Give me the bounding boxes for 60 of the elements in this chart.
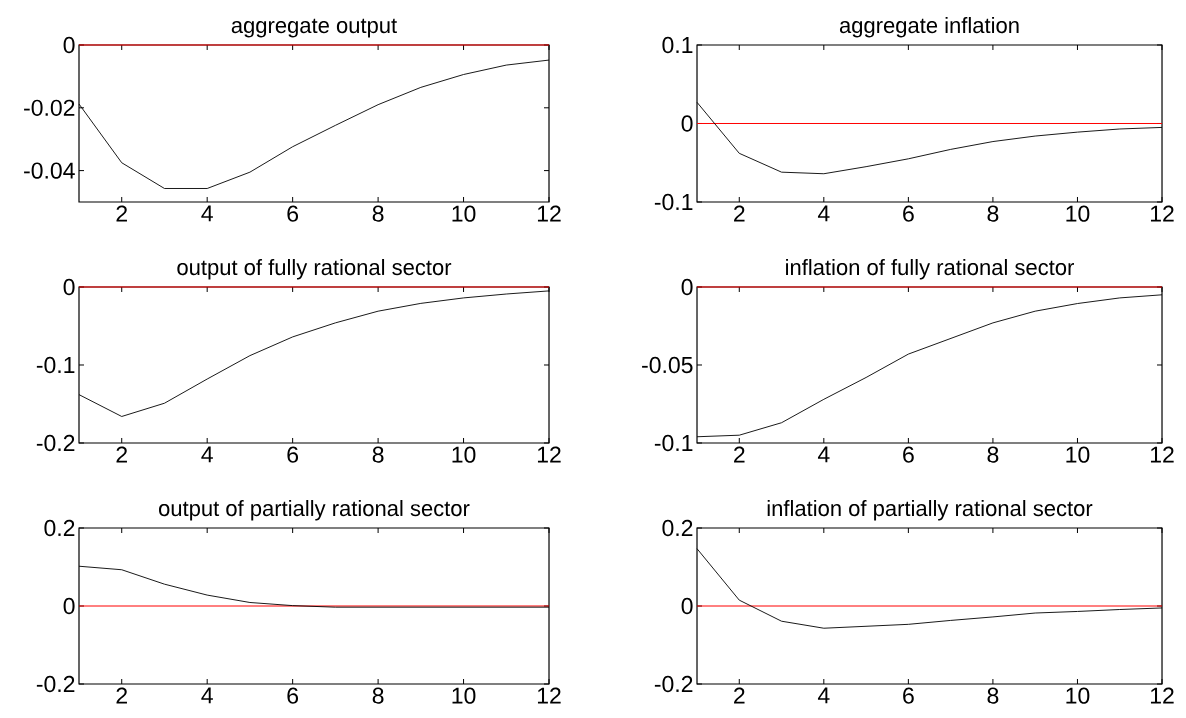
x-tick-label: 4 (817, 446, 830, 463)
y-tick-label: 0 (63, 36, 75, 54)
y-tick-label: 0 (63, 278, 75, 296)
x-tick-label: 4 (201, 205, 213, 222)
x-tick-label: 8 (372, 205, 384, 222)
x-tick-label: 2 (116, 687, 127, 704)
y-tick-label: -0.2 (654, 675, 693, 693)
y-tick-label: 0 (681, 115, 693, 132)
x-tick-label: 2 (116, 446, 127, 463)
chart-title: inflation of fully rational sector (786, 259, 1075, 280)
x-tick-label: 12 (1150, 446, 1174, 463)
x-tick-label: 8 (987, 687, 999, 704)
y-tick-label: 0.2 (662, 519, 693, 537)
chart-title: aggregate output (231, 18, 397, 38)
x-tick-label: 10 (452, 205, 476, 222)
y-tick-label: -0.2 (36, 675, 75, 693)
x-tick-label: 10 (452, 687, 476, 704)
x-tick-label: 12 (1150, 205, 1174, 222)
x-tick-label: 8 (987, 446, 999, 463)
x-tick-label: 12 (537, 446, 561, 463)
x-tick-label: 4 (817, 205, 830, 222)
y-tick-label: -0.1 (654, 193, 693, 211)
x-tick-label: 10 (1066, 687, 1090, 704)
y-tick-label: 0 (63, 597, 75, 615)
x-tick-label: 6 (903, 205, 914, 222)
y-tick-label: -0.02 (24, 99, 75, 116)
y-tick-label: -0.04 (24, 162, 75, 179)
x-tick-label: 6 (287, 687, 299, 704)
x-tick-label: 6 (903, 446, 914, 463)
x-tick-label: 6 (903, 687, 914, 704)
chart-title: inflation of partially rational sector (767, 500, 1093, 521)
x-tick-label: 2 (734, 205, 745, 222)
x-tick-label: 4 (201, 687, 213, 704)
y-tick-label: -0.1 (654, 434, 693, 452)
y-tick-label: 0 (681, 278, 693, 296)
y-tick-label: -0.1 (36, 356, 75, 374)
x-tick-label: 12 (537, 205, 561, 222)
x-tick-label: 2 (734, 687, 745, 704)
y-tick-label: -0.05 (642, 356, 693, 374)
x-tick-label: 8 (372, 687, 384, 704)
y-tick-label: 0.2 (44, 519, 75, 537)
chart-title: output of partially rational sector (159, 500, 470, 521)
x-tick-label: 12 (1150, 687, 1174, 704)
x-tick-label: 6 (287, 446, 299, 463)
x-tick-label: 10 (1066, 446, 1090, 463)
x-tick-label: 4 (201, 446, 213, 463)
x-tick-label: 8 (372, 446, 384, 463)
x-tick-label: 2 (116, 205, 127, 222)
y-tick-label: 0.1 (662, 36, 693, 54)
chart-title: aggregate inflation (839, 16, 1019, 38)
y-tick-label: 0 (681, 597, 693, 615)
x-tick-label: 10 (452, 446, 476, 463)
x-tick-label: 10 (1066, 205, 1090, 222)
x-tick-label: 8 (987, 205, 999, 222)
x-tick-label: 4 (817, 687, 830, 704)
chart-title: output of fully rational sector (177, 259, 452, 280)
x-tick-label: 2 (734, 446, 745, 463)
y-tick-label: -0.2 (36, 434, 75, 452)
x-tick-label: 6 (287, 205, 299, 222)
x-tick-label: 12 (537, 687, 561, 704)
